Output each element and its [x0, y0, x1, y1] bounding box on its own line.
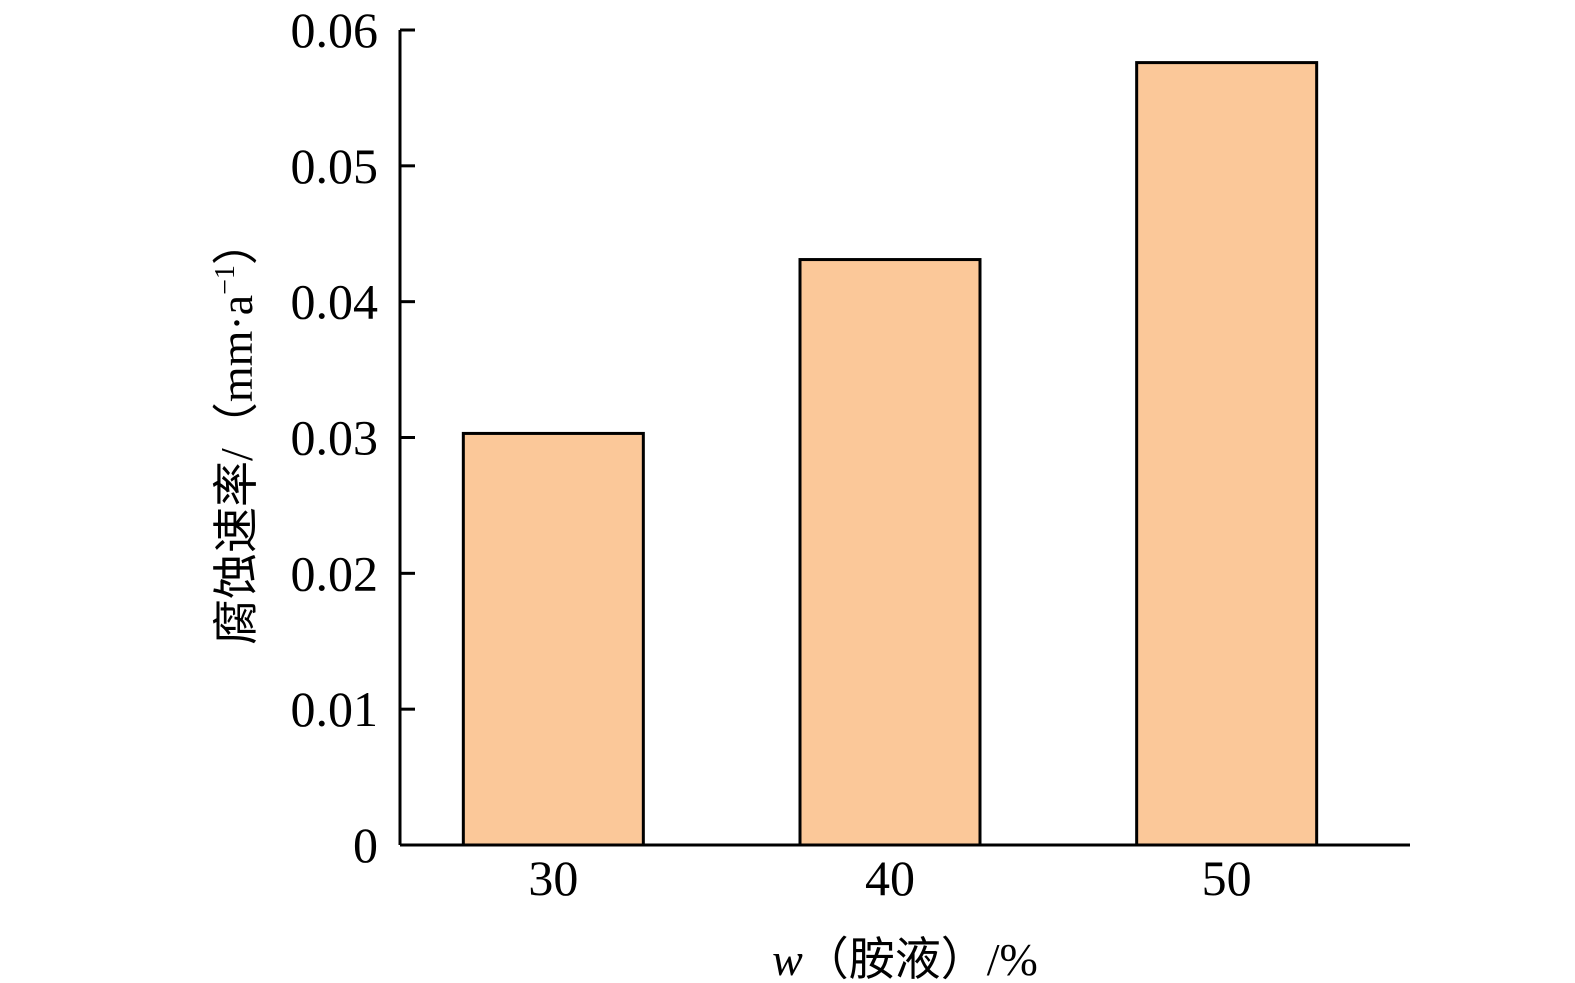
- y-tick-label: 0.01: [291, 681, 379, 737]
- bar-50: [1135, 61, 1319, 847]
- y-axis-title: 腐蚀速率/（mm·a−1）: [210, 219, 262, 645]
- y-tick-label: 0.05: [291, 138, 379, 194]
- y-axis-title-close: ）: [211, 219, 262, 265]
- x-tick-label: 40: [865, 850, 915, 906]
- y-tick-label: 0.02: [291, 545, 379, 601]
- y-tick-label: 0.04: [291, 274, 379, 330]
- bar-30: [461, 431, 645, 847]
- x-tick-label: 50: [1202, 850, 1252, 906]
- y-tick-label: 0.06: [291, 2, 379, 58]
- x-tick-label: 30: [528, 850, 578, 906]
- bar-40: [798, 258, 982, 847]
- y-axis-ticks: 0 0.01 0.02 0.03 0.04 0.05 0.06: [291, 2, 415, 873]
- x-axis-title: w（胺液）/%: [772, 934, 1038, 983]
- x-axis-ticks: 30 40 50: [528, 850, 1251, 906]
- y-axis-title-main: 腐蚀速率/（mm·a: [211, 295, 262, 645]
- y-tick-label: 0: [353, 817, 378, 873]
- x-axis-title-rest: （胺液）/%: [803, 934, 1038, 983]
- y-axis-title-superscript: −1: [210, 265, 241, 295]
- bars-group: [461, 61, 1319, 847]
- y-tick-label: 0.03: [291, 410, 379, 466]
- x-axis-title-variable: w: [772, 934, 803, 983]
